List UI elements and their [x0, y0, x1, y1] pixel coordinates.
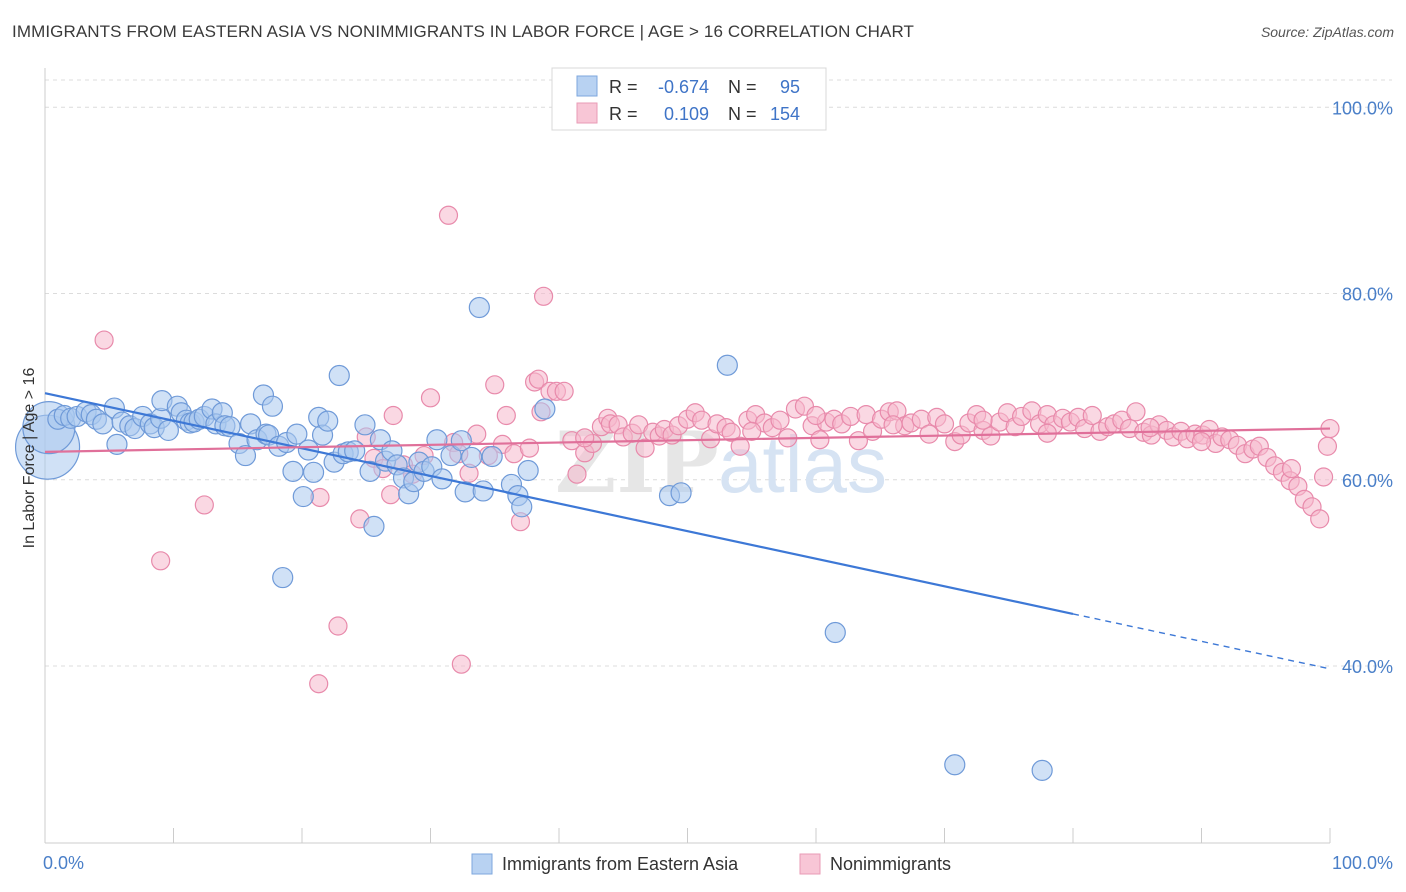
immigrants-point [359, 460, 381, 483]
y-tick-label-40: 40.0% [1342, 657, 1393, 677]
x-tick-labels: 0.0% 100.0% [43, 853, 1393, 873]
nonimmigrants-point [973, 410, 993, 430]
immigrants-point [234, 444, 257, 467]
immigrants-point [1031, 759, 1053, 781]
nonimmigrants-point [554, 381, 574, 401]
y-tick-label-60: 60.0% [1342, 471, 1393, 491]
correlation-legend: R = -0.674 N = 95 R = 0.109 N = 154 [551, 67, 827, 131]
nonimmigrants-point [742, 421, 762, 441]
x-tick-label-min: 0.0% [43, 853, 84, 873]
nonimmigrants-point [519, 438, 540, 458]
legend-swatch-pink [576, 102, 598, 124]
legend-r-label-2: R = [609, 104, 638, 124]
series-immigrants-eastern-asia [14, 296, 1053, 781]
y-tick-label-80: 80.0% [1342, 285, 1393, 305]
nonimmigrants-point [420, 388, 441, 408]
nonimmigrants-point [806, 405, 826, 426]
immigrants-point [824, 621, 846, 644]
chart-source: Source: ZipAtlas.com [1260, 24, 1394, 40]
nonimmigrants-point [328, 616, 348, 636]
nonimmigrants-point [1310, 509, 1330, 529]
legend-label-immigrants: Immigrants from Eastern Asia [502, 854, 739, 874]
immigrants-point [511, 496, 533, 518]
nonimmigrants-point [309, 674, 329, 694]
y-tick-label-100: 100.0% [1332, 98, 1393, 118]
immigrants-point [363, 515, 385, 537]
nonimmigrants-point [1191, 431, 1212, 452]
immigrants-point [472, 480, 494, 502]
legend-swatch-nonimmigrants [799, 853, 821, 875]
immigrants-point [282, 460, 304, 483]
nonimmigrants-point [194, 495, 214, 515]
nonimmigrants-point [528, 369, 549, 389]
nonimmigrants-point [567, 464, 587, 484]
nonimmigrants-point [730, 436, 750, 456]
legend-label-nonimmigrants: Nonimmigrants [830, 854, 951, 874]
nonimmigrants-point [381, 485, 401, 505]
y-axis-label: In Labor Force | Age > 16 [21, 368, 38, 549]
trend-lines [44, 392, 1331, 670]
nonimmigrants-point [981, 426, 1001, 446]
legend-swatch-immigrants [471, 853, 493, 875]
immigrants-point [328, 364, 350, 387]
nonimmigrants-point [919, 424, 939, 444]
nonimmigrants-point [810, 430, 830, 450]
nonimmigrants-point [934, 414, 955, 434]
immigrants-point [534, 398, 556, 420]
legend-r-value-2: 0.109 [664, 104, 709, 124]
nonimmigrants-point [451, 654, 471, 674]
immigrants-point [716, 354, 738, 376]
immigrants-point [302, 461, 325, 483]
legend-n-label-1: N = [728, 77, 757, 97]
immigrants-point [272, 566, 294, 589]
chart-title: IMMIGRANTS FROM EASTERN ASIA VS NONIMMIG… [12, 22, 915, 41]
immigrants-point [261, 395, 284, 417]
nonimmigrants-point [94, 330, 114, 350]
trend-line-nonimmigrants [44, 427, 1331, 453]
legend-n-label-2: N = [728, 104, 757, 124]
immigrants-point [944, 754, 966, 776]
nonimmigrants-point [1317, 436, 1338, 456]
nonimmigrants-point [635, 438, 655, 458]
series-legend: Immigrants from Eastern Asia Nonimmigran… [471, 853, 951, 875]
nonimmigrants-point [1126, 402, 1146, 422]
nonimmigrants-point [438, 205, 459, 225]
nonimmigrants-point [485, 375, 505, 395]
legend-n-value-1: 95 [780, 77, 800, 97]
trend-line-immigrants-extension [1072, 613, 1331, 670]
immigrants-point [286, 423, 308, 445]
nonimmigrants-point [721, 422, 741, 442]
nonimmigrants-point [1313, 467, 1334, 487]
immigrants-point [670, 482, 692, 504]
immigrants-point [426, 429, 448, 451]
nonimmigrants-point [496, 405, 516, 426]
immigrants-point [157, 419, 179, 442]
nonimmigrants-point [575, 428, 595, 448]
legend-n-value-2: 154 [770, 104, 800, 124]
immigrants-point [450, 430, 472, 452]
immigrants-point [481, 445, 503, 468]
immigrants-point [468, 296, 490, 319]
nonimmigrants-point [533, 286, 554, 306]
legend-r-value-1: -0.674 [658, 77, 709, 97]
legend-r-label-1: R = [609, 77, 638, 97]
grid-lines [45, 79, 1392, 667]
immigrants-point [517, 459, 539, 482]
immigrants-point [461, 446, 483, 469]
legend-swatch-blue [576, 75, 598, 97]
nonimmigrants-point [151, 551, 171, 571]
immigrants-point [292, 485, 314, 508]
x-tick-label-max: 100.0% [1332, 853, 1393, 873]
nonimmigrants-point [883, 415, 903, 435]
immigrants-point [317, 410, 339, 432]
nonimmigrants-point [1082, 405, 1102, 426]
immigrants-point [354, 414, 376, 436]
y-tick-labels: 40.0% 60.0% 80.0% 100.0% [1332, 98, 1393, 677]
nonimmigrants-point [770, 410, 790, 430]
nonimmigrants-point [1140, 418, 1160, 438]
trend-line-immigrants [44, 392, 1074, 615]
nonimmigrants-point [1281, 459, 1302, 479]
nonimmigrants-point [383, 405, 403, 426]
